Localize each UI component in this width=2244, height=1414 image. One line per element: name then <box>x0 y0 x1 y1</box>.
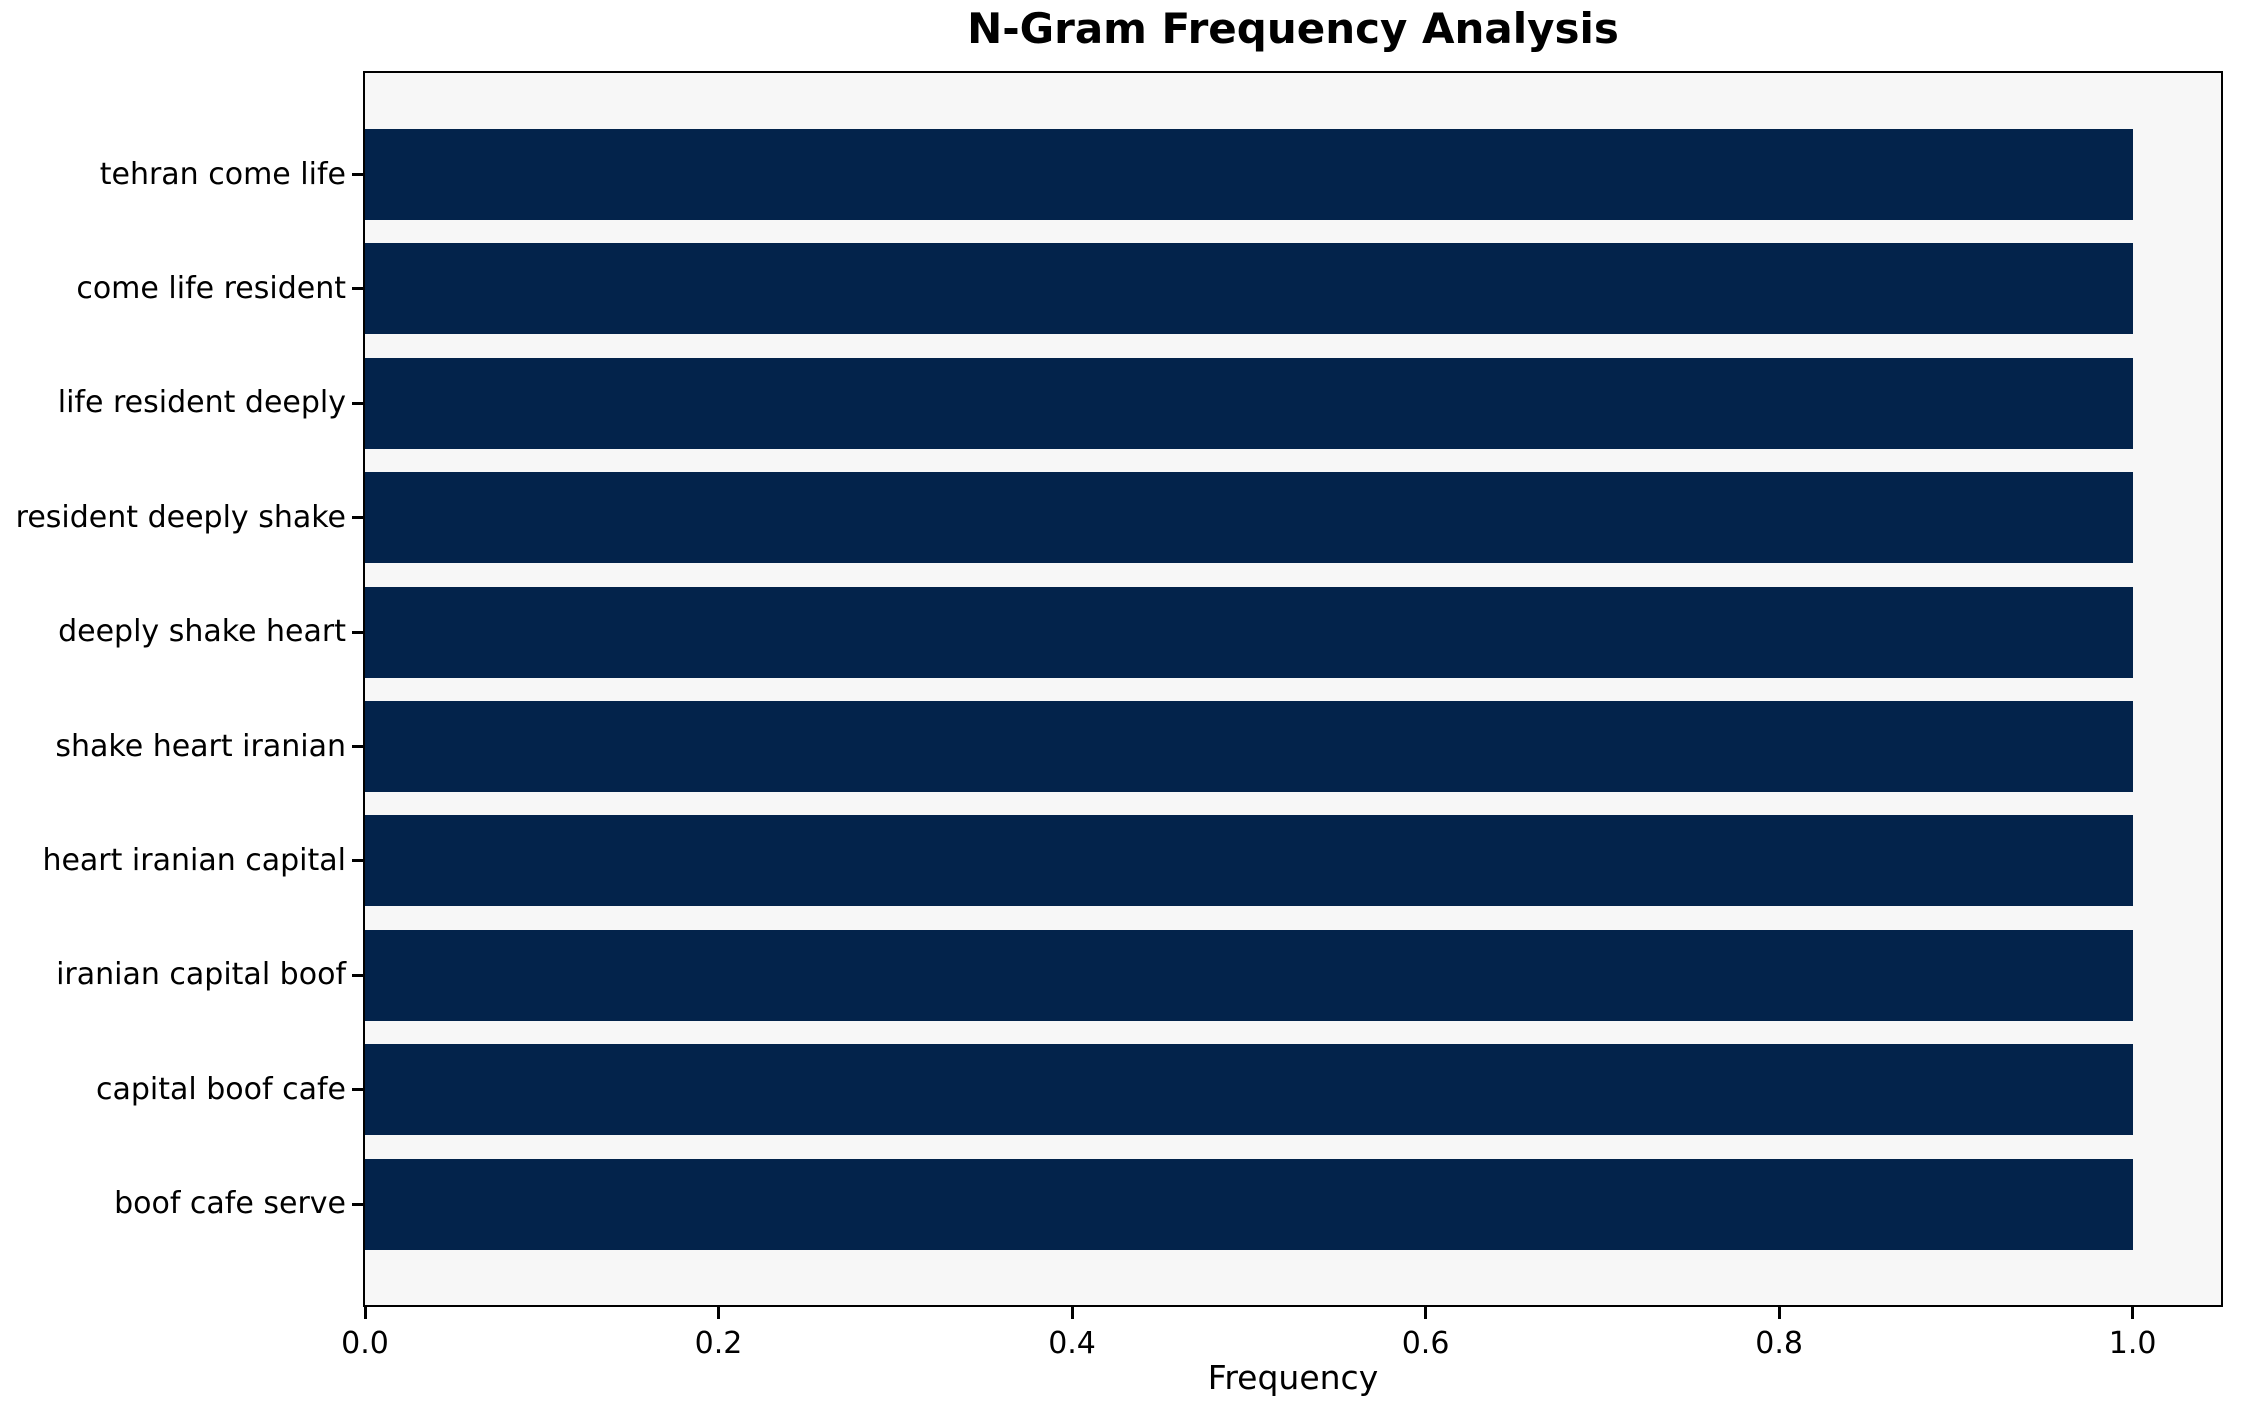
y-tick-mark <box>352 973 363 977</box>
x-tick-label: 0.8 <box>1755 1326 1803 1361</box>
bar <box>365 243 2133 335</box>
y-tick-label: tehran come life <box>99 156 346 192</box>
y-tick-mark <box>352 859 363 863</box>
x-tick-label: 1.0 <box>2108 1326 2157 1361</box>
x-tick-label: 0.6 <box>1401 1326 1450 1361</box>
x-tick-mark <box>1777 1307 1781 1319</box>
y-tick-label: life resident deeply <box>57 385 346 421</box>
y-tick-mark <box>352 745 363 748</box>
x-tick-mark <box>363 1307 367 1319</box>
x-tick-label: 0.4 <box>1048 1326 1096 1361</box>
y-tick-mark <box>352 516 363 520</box>
y-tick-label: heart iranian capital <box>42 842 346 878</box>
x-tick-mark <box>1070 1307 1074 1319</box>
bar <box>365 1044 2133 1136</box>
y-tick-mark <box>352 401 363 405</box>
y-tick-label: capital boof cafe <box>95 1071 346 1107</box>
y-tick-mark <box>352 173 363 176</box>
y-tick-label: deeply shake heart <box>58 614 346 650</box>
x-tick-label: 0.2 <box>694 1326 743 1361</box>
chart-title: N-Gram Frequency Analysis <box>967 4 1619 53</box>
y-tick-label: resident deeply shake <box>15 499 346 535</box>
x-tick-mark <box>717 1307 721 1319</box>
bar <box>365 129 2133 220</box>
y-tick-label: shake heart iranian <box>55 728 346 764</box>
plot-area <box>363 71 2223 1307</box>
y-tick-mark <box>352 630 363 634</box>
x-tick-mark <box>1424 1307 1428 1319</box>
bar <box>365 701 2133 792</box>
x-tick-label: 0.0 <box>341 1326 389 1361</box>
bar <box>365 815 2133 907</box>
y-tick-mark <box>352 287 363 291</box>
y-tick-label: boof cafe serve <box>114 1186 346 1222</box>
bar <box>365 1158 2133 1250</box>
bar <box>365 929 2133 1021</box>
bar <box>365 357 2133 449</box>
x-tick-mark <box>2131 1307 2135 1319</box>
y-tick-mark <box>352 1202 363 1206</box>
y-tick-mark <box>352 1088 363 1092</box>
bar <box>365 472 2133 564</box>
y-tick-label: come life resident <box>76 270 346 306</box>
x-axis-label: Frequency <box>1207 1358 1379 1397</box>
bar <box>365 586 2133 678</box>
y-tick-label: iranian capital boof <box>56 957 346 993</box>
